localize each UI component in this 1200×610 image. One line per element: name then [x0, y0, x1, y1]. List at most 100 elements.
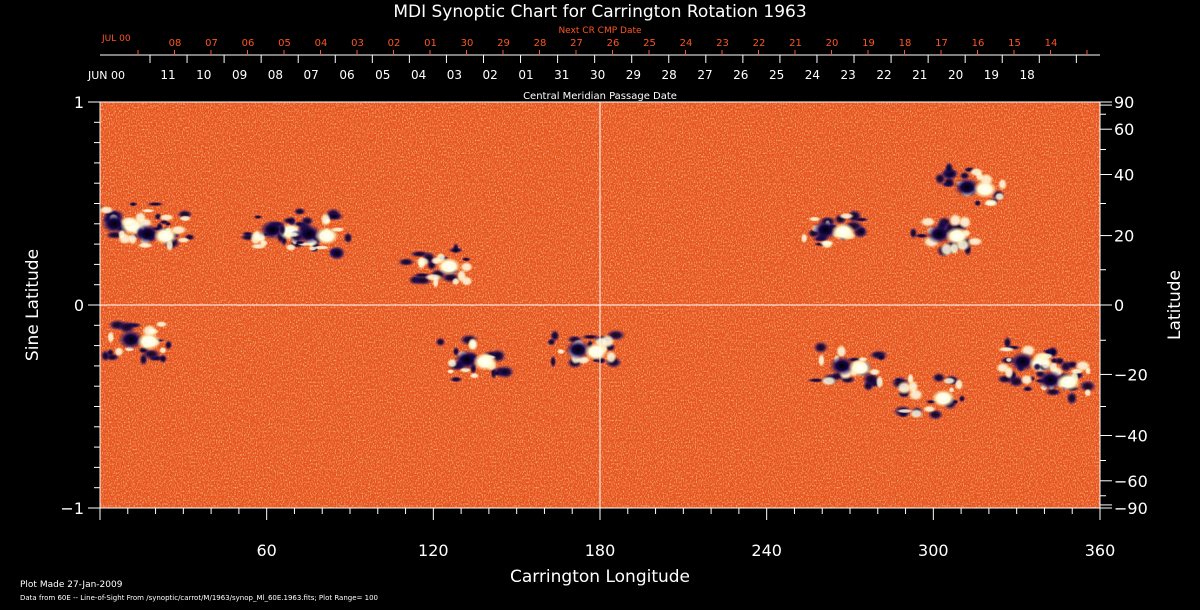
sunspot-negative: [926, 223, 953, 244]
y-right-tick-label: −90: [1114, 499, 1148, 518]
positive-flux-patch: [312, 245, 331, 250]
next-cmp-tick-label: 30: [461, 38, 474, 49]
negative-flux-patch: [164, 339, 173, 351]
negative-flux-patch: [159, 219, 170, 225]
negative-flux-patch: [934, 172, 946, 185]
y-right-tick-label: 60: [1114, 120, 1134, 139]
x-axis: 60 120 180 240 300 360: [99, 508, 1116, 560]
x-tick-label: 60: [256, 541, 276, 560]
negative-flux-patch: [1022, 385, 1034, 393]
negative-flux-patch: [146, 201, 165, 207]
next-cmp-tick-label: 02: [388, 38, 401, 49]
sunspot-negative: [134, 223, 161, 244]
next-cmp-tick-label: 20: [826, 38, 839, 49]
positive-flux-patch: [114, 346, 124, 357]
next-cmp-tick-label: 19: [862, 38, 875, 49]
active-regions: [90, 161, 1097, 421]
next-cr-cmp-axis: 08 07 06 05 04 03 02 01 30 29 28 27 26 25 24 23 22 21 20 19…: [137, 38, 1088, 55]
positive-flux-patch: [176, 237, 191, 243]
negative-flux-patch: [497, 365, 515, 379]
negative-flux-patch: [90, 205, 97, 214]
positive-flux-patch: [259, 239, 269, 247]
chart-title: MDI Synoptic Chart for Carrington Rotati…: [393, 2, 806, 22]
cmp-tick-label: 31: [554, 68, 569, 82]
sunspot-negative: [954, 177, 980, 198]
next-axis-month: JUL 00: [101, 34, 131, 44]
cmp-date-axis: 11 10 09 08 07 06 05 04 03 02 01 31 30 29 28 27 26 25 24 23…: [100, 54, 1100, 82]
sunspot-negative: [454, 349, 480, 370]
sunspot-negative: [1009, 351, 1036, 372]
negative-flux-patch: [1054, 356, 1065, 366]
negative-flux-patch: [397, 257, 415, 267]
next-cmp-tick-label: 24: [680, 38, 693, 49]
top-axis-month: JUN 00: [87, 69, 125, 82]
next-cmp-tick-label: 05: [278, 38, 291, 49]
negative-flux-patch: [329, 246, 346, 261]
next-cmp-tick-label: 26: [607, 38, 620, 49]
cmp-tick-label: 05: [375, 68, 390, 82]
next-cmp-tick-label: 27: [570, 38, 583, 49]
sunspot-positive: [945, 226, 970, 245]
next-cmp-tick-label: 06: [242, 38, 255, 49]
y-right-tick-label: 90: [1114, 93, 1134, 112]
y-axis-left-label: Sine Latitude: [23, 249, 43, 361]
sunspot-positive: [1056, 373, 1081, 392]
next-cmp-tick-label: 08: [169, 38, 182, 49]
negative-flux-patch: [876, 353, 887, 361]
positive-flux-patch: [969, 167, 984, 177]
negative-flux-patch: [100, 238, 101, 241]
positive-flux-patch: [948, 213, 962, 228]
cmp-tick-label: 11: [160, 68, 175, 82]
x-tick-label: 300: [918, 541, 949, 560]
positive-flux-patch: [836, 344, 847, 359]
x-axis-label: Carrington Longitude: [510, 567, 690, 587]
positive-flux-patch: [158, 213, 175, 221]
sunspot-negative: [1037, 370, 1064, 391]
positive-flux-patch: [460, 275, 473, 287]
sunspot-negative: [829, 355, 855, 376]
positive-flux-patch: [983, 200, 998, 207]
x-tick-label: 180: [585, 541, 616, 560]
negative-flux-patch: [282, 217, 297, 225]
negative-flux-patch: [909, 227, 918, 240]
positive-flux-patch: [140, 208, 156, 213]
positive-flux-patch: [252, 229, 262, 242]
sunspot-positive: [831, 222, 856, 241]
next-cmp-tick-label: 07: [205, 38, 218, 49]
cmp-tick-label: 09: [232, 68, 247, 82]
next-cmp-tick-label: 03: [351, 38, 364, 49]
data-source-note: Data from 60E -- Line-of-Sight From /syn…: [20, 594, 378, 602]
positive-flux-patch: [446, 369, 455, 374]
sunspot-negative: [117, 329, 144, 350]
positive-flux-patch: [469, 372, 480, 379]
next-cmp-tick-label: 25: [643, 38, 656, 49]
y-left-tick-label: 1: [74, 93, 84, 112]
x-tick-label: 360: [1085, 541, 1116, 560]
sunspot-positive: [136, 332, 161, 351]
positive-flux-patch: [1084, 388, 1092, 397]
cmp-tick-label: 26: [733, 68, 748, 82]
positive-flux-patch: [556, 348, 566, 355]
positive-flux-patch: [997, 346, 1016, 352]
positive-flux-patch: [137, 242, 154, 249]
negative-flux-patch: [1078, 380, 1097, 393]
next-cmp-tick-label: 16: [972, 38, 985, 49]
y-left-tick-label: 0: [74, 296, 84, 315]
y-right-tick-label: −60: [1114, 472, 1148, 491]
negative-flux-patch: [546, 337, 557, 346]
negative-flux-patch: [944, 161, 954, 175]
sunspot-positive: [584, 342, 609, 361]
negative-flux-patch: [449, 376, 463, 383]
positive-flux-patch: [605, 350, 617, 364]
positive-flux-patch: [967, 236, 984, 247]
next-cmp-tick-label: 21: [789, 38, 802, 49]
cmp-tick-label: 22: [876, 68, 891, 82]
sunspot-positive: [931, 389, 956, 408]
sunspot-positive: [848, 358, 872, 377]
positive-flux-patch: [820, 376, 837, 386]
cmp-tick-label: 07: [304, 68, 319, 82]
y-axis-right: 90 60 40 20 0 −20 −40 −60 −90: [1100, 93, 1148, 518]
positive-flux-patch: [424, 273, 443, 282]
positive-flux-patch: [1084, 366, 1092, 375]
cmp-tick-label: 10: [196, 68, 211, 82]
